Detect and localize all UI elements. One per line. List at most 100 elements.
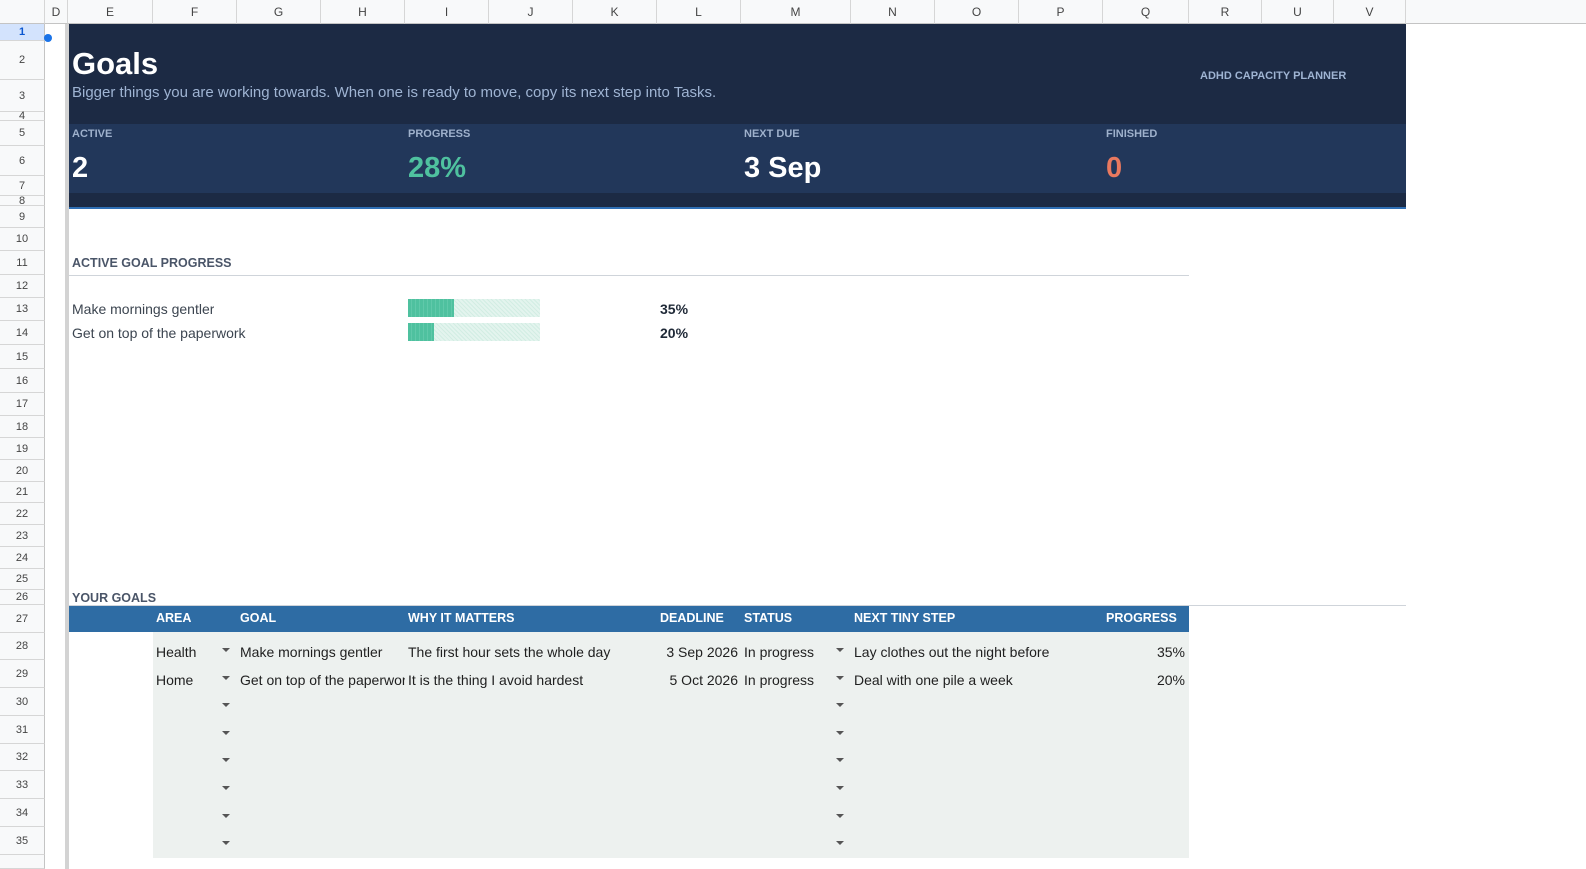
section-rule <box>68 605 1406 606</box>
dropdown-arrow <box>222 648 230 652</box>
row-header: 12 <box>0 275 45 298</box>
dropdown-arrow <box>836 703 844 708</box>
row-header: 7 <box>0 176 45 196</box>
table-cell: Make mornings gentler <box>240 644 383 660</box>
brand: ADHD CAPACITY PLANNER <box>1200 70 1347 82</box>
header-rule <box>68 207 1406 209</box>
row-header: 11 <box>0 251 45 275</box>
row-header-rest <box>0 855 45 869</box>
column-title: NEXT TINY STEP <box>854 611 956 625</box>
column-header: P <box>1019 0 1103 24</box>
dropdown-arrow <box>222 813 230 818</box>
dropdown-arrow <box>222 675 230 680</box>
column-header: J <box>489 0 573 24</box>
row-header: 6 <box>0 146 45 176</box>
row-header: 33 <box>0 771 45 799</box>
progress-label: 20% <box>660 325 689 341</box>
dropdown-arrow <box>222 786 230 790</box>
dropdown-arrow <box>222 758 230 763</box>
stat-label: NEXT DUE <box>744 128 800 140</box>
row-header: 5 <box>0 121 45 146</box>
column-header: O <box>935 0 1019 24</box>
column-header: U <box>1262 0 1334 24</box>
bar-fill <box>408 323 435 341</box>
column-header: G <box>237 0 321 24</box>
column-header: Q <box>1103 0 1189 24</box>
row-header: 27 <box>0 605 45 633</box>
row-header: 24 <box>0 547 45 569</box>
table-cell: 5 Oct 2026 <box>669 672 739 688</box>
bar-track <box>408 323 540 341</box>
row-header: 10 <box>0 228 45 251</box>
row-header: 22 <box>0 503 45 525</box>
section-title: YOUR GOALS <box>72 591 157 605</box>
table-cell: Home <box>156 672 194 688</box>
column-header: H <box>321 0 405 24</box>
table-cell: Get on top of the paperwork <box>240 672 405 688</box>
stat-value: 0 <box>1106 152 1123 184</box>
row-header: 15 <box>0 345 45 369</box>
column-header: E <box>68 0 153 24</box>
column-title: AREA <box>156 611 192 625</box>
stat-label: ACTIVE <box>72 128 113 140</box>
row-header: 4 <box>0 111 45 122</box>
row-header: 16 <box>0 369 45 393</box>
row-header: 32 <box>0 744 45 771</box>
page-subtitle: Bigger things you are working towards. W… <box>72 84 717 101</box>
dropdown-arrow <box>836 648 844 652</box>
section-title: ACTIVE GOAL PROGRESS <box>72 256 232 270</box>
goal-name: Make mornings gentler <box>72 301 215 317</box>
stat-value: 2 <box>72 152 89 184</box>
header-band <box>68 24 1406 124</box>
header-rest <box>1406 0 1586 24</box>
stat-value: 3 Sep <box>744 152 822 184</box>
stat-label: FINISHED <box>1106 128 1158 140</box>
table-cell: Lay clothes out the night before <box>854 644 1050 660</box>
table-header-bg <box>68 606 1189 632</box>
row-header: 9 <box>0 206 45 228</box>
column-title: PROGRESS <box>1106 611 1177 625</box>
row-header: 23 <box>0 525 45 547</box>
table-cell: It is the thing I avoid hardest <box>408 672 584 688</box>
column-header: K <box>573 0 657 24</box>
dropdown-arrow <box>836 786 844 790</box>
row-header: 21 <box>0 482 45 503</box>
dropdown-arrow <box>836 841 844 846</box>
stat-label: PROGRESS <box>408 128 471 140</box>
row-header: 3 <box>0 80 45 112</box>
row-header: 35 <box>0 827 45 855</box>
row-header: 25 <box>0 569 45 590</box>
column-header: R <box>1189 0 1262 24</box>
corner <box>0 0 45 24</box>
progress-label: 35% <box>660 301 689 317</box>
row-header: 34 <box>0 799 45 827</box>
column-header: L <box>657 0 741 24</box>
table-cell: The first hour sets the whole day <box>408 644 611 660</box>
row-header: 26 <box>0 590 45 605</box>
row-header: 1 <box>0 24 45 41</box>
column-header: V <box>1334 0 1406 24</box>
table-cell: Deal with one pile a week <box>854 672 1013 688</box>
row-header: 19 <box>0 438 45 460</box>
table-cell: 3 Sep 2026 <box>666 644 738 660</box>
dropdown-arrow <box>836 813 844 818</box>
column-title: WHY IT MATTERS <box>408 611 515 625</box>
header-foot <box>68 193 1406 207</box>
dropdown-arrow <box>222 703 230 708</box>
row-header: 2 <box>0 41 45 80</box>
row-header: 20 <box>0 460 45 482</box>
column-header: F <box>153 0 237 24</box>
bar-fill <box>408 299 455 317</box>
table-cell: In progress <box>744 644 815 660</box>
dropdown-arrow <box>836 730 844 735</box>
column-header: D <box>45 0 68 24</box>
row-header: 18 <box>0 416 45 438</box>
dropdown-arrow <box>222 841 230 846</box>
dropdown-arrow <box>222 730 230 735</box>
dropdown-arrow <box>836 675 844 680</box>
column-title: DEADLINE <box>660 611 724 625</box>
table-body-bg <box>153 632 1189 858</box>
row-header: 30 <box>0 688 45 716</box>
column-header: M <box>741 0 851 24</box>
